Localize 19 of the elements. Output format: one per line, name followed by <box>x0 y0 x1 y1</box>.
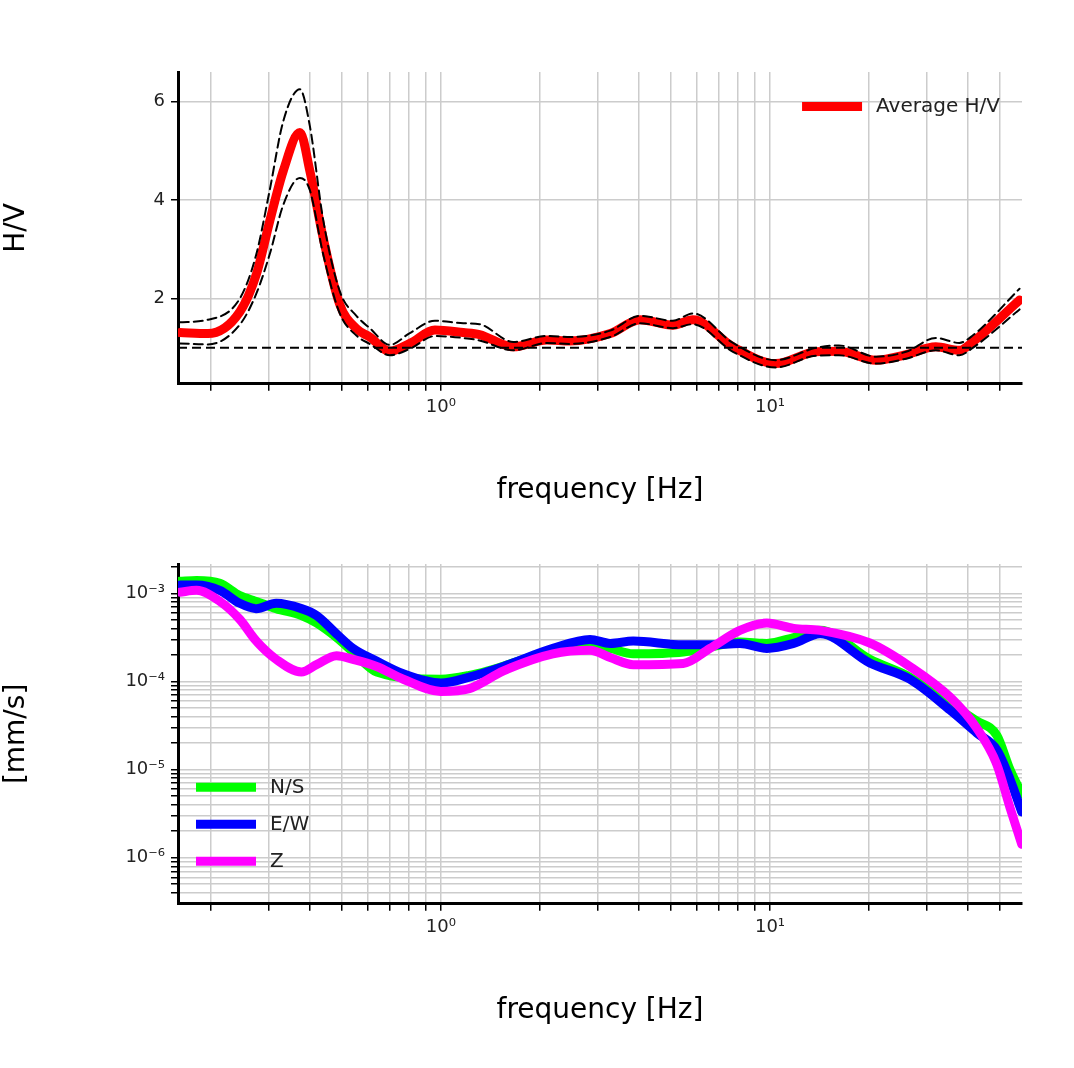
legend-label: E/W <box>270 810 310 835</box>
y-tick-label: 10⁻³ <box>125 580 165 602</box>
x-axis-title: frequency [Hz] <box>496 992 704 1026</box>
y-axis-title: [mm/s] <box>0 683 32 785</box>
x-tick-label: 10⁰ <box>425 915 456 937</box>
legend-label: Average H/V <box>876 92 1001 117</box>
y-tick-label: 4 <box>153 187 165 209</box>
y-tick-label: 2 <box>153 286 165 308</box>
x-tick-label: 10⁰ <box>425 395 456 417</box>
y-axis-title: H/V <box>0 203 32 253</box>
x-tick-label: 10¹ <box>754 395 786 417</box>
legend-label: N/S <box>270 773 305 798</box>
y-tick-label: 10⁻⁴ <box>125 669 165 691</box>
x-axis-title: frequency [Hz] <box>496 472 704 506</box>
legend-label: Z <box>270 847 284 872</box>
y-tick-label: 10⁻⁵ <box>125 757 165 779</box>
x-tick-label: 10¹ <box>754 915 786 937</box>
y-tick-label: 6 <box>153 89 165 111</box>
y-tick-label: 10⁻⁶ <box>125 845 165 867</box>
